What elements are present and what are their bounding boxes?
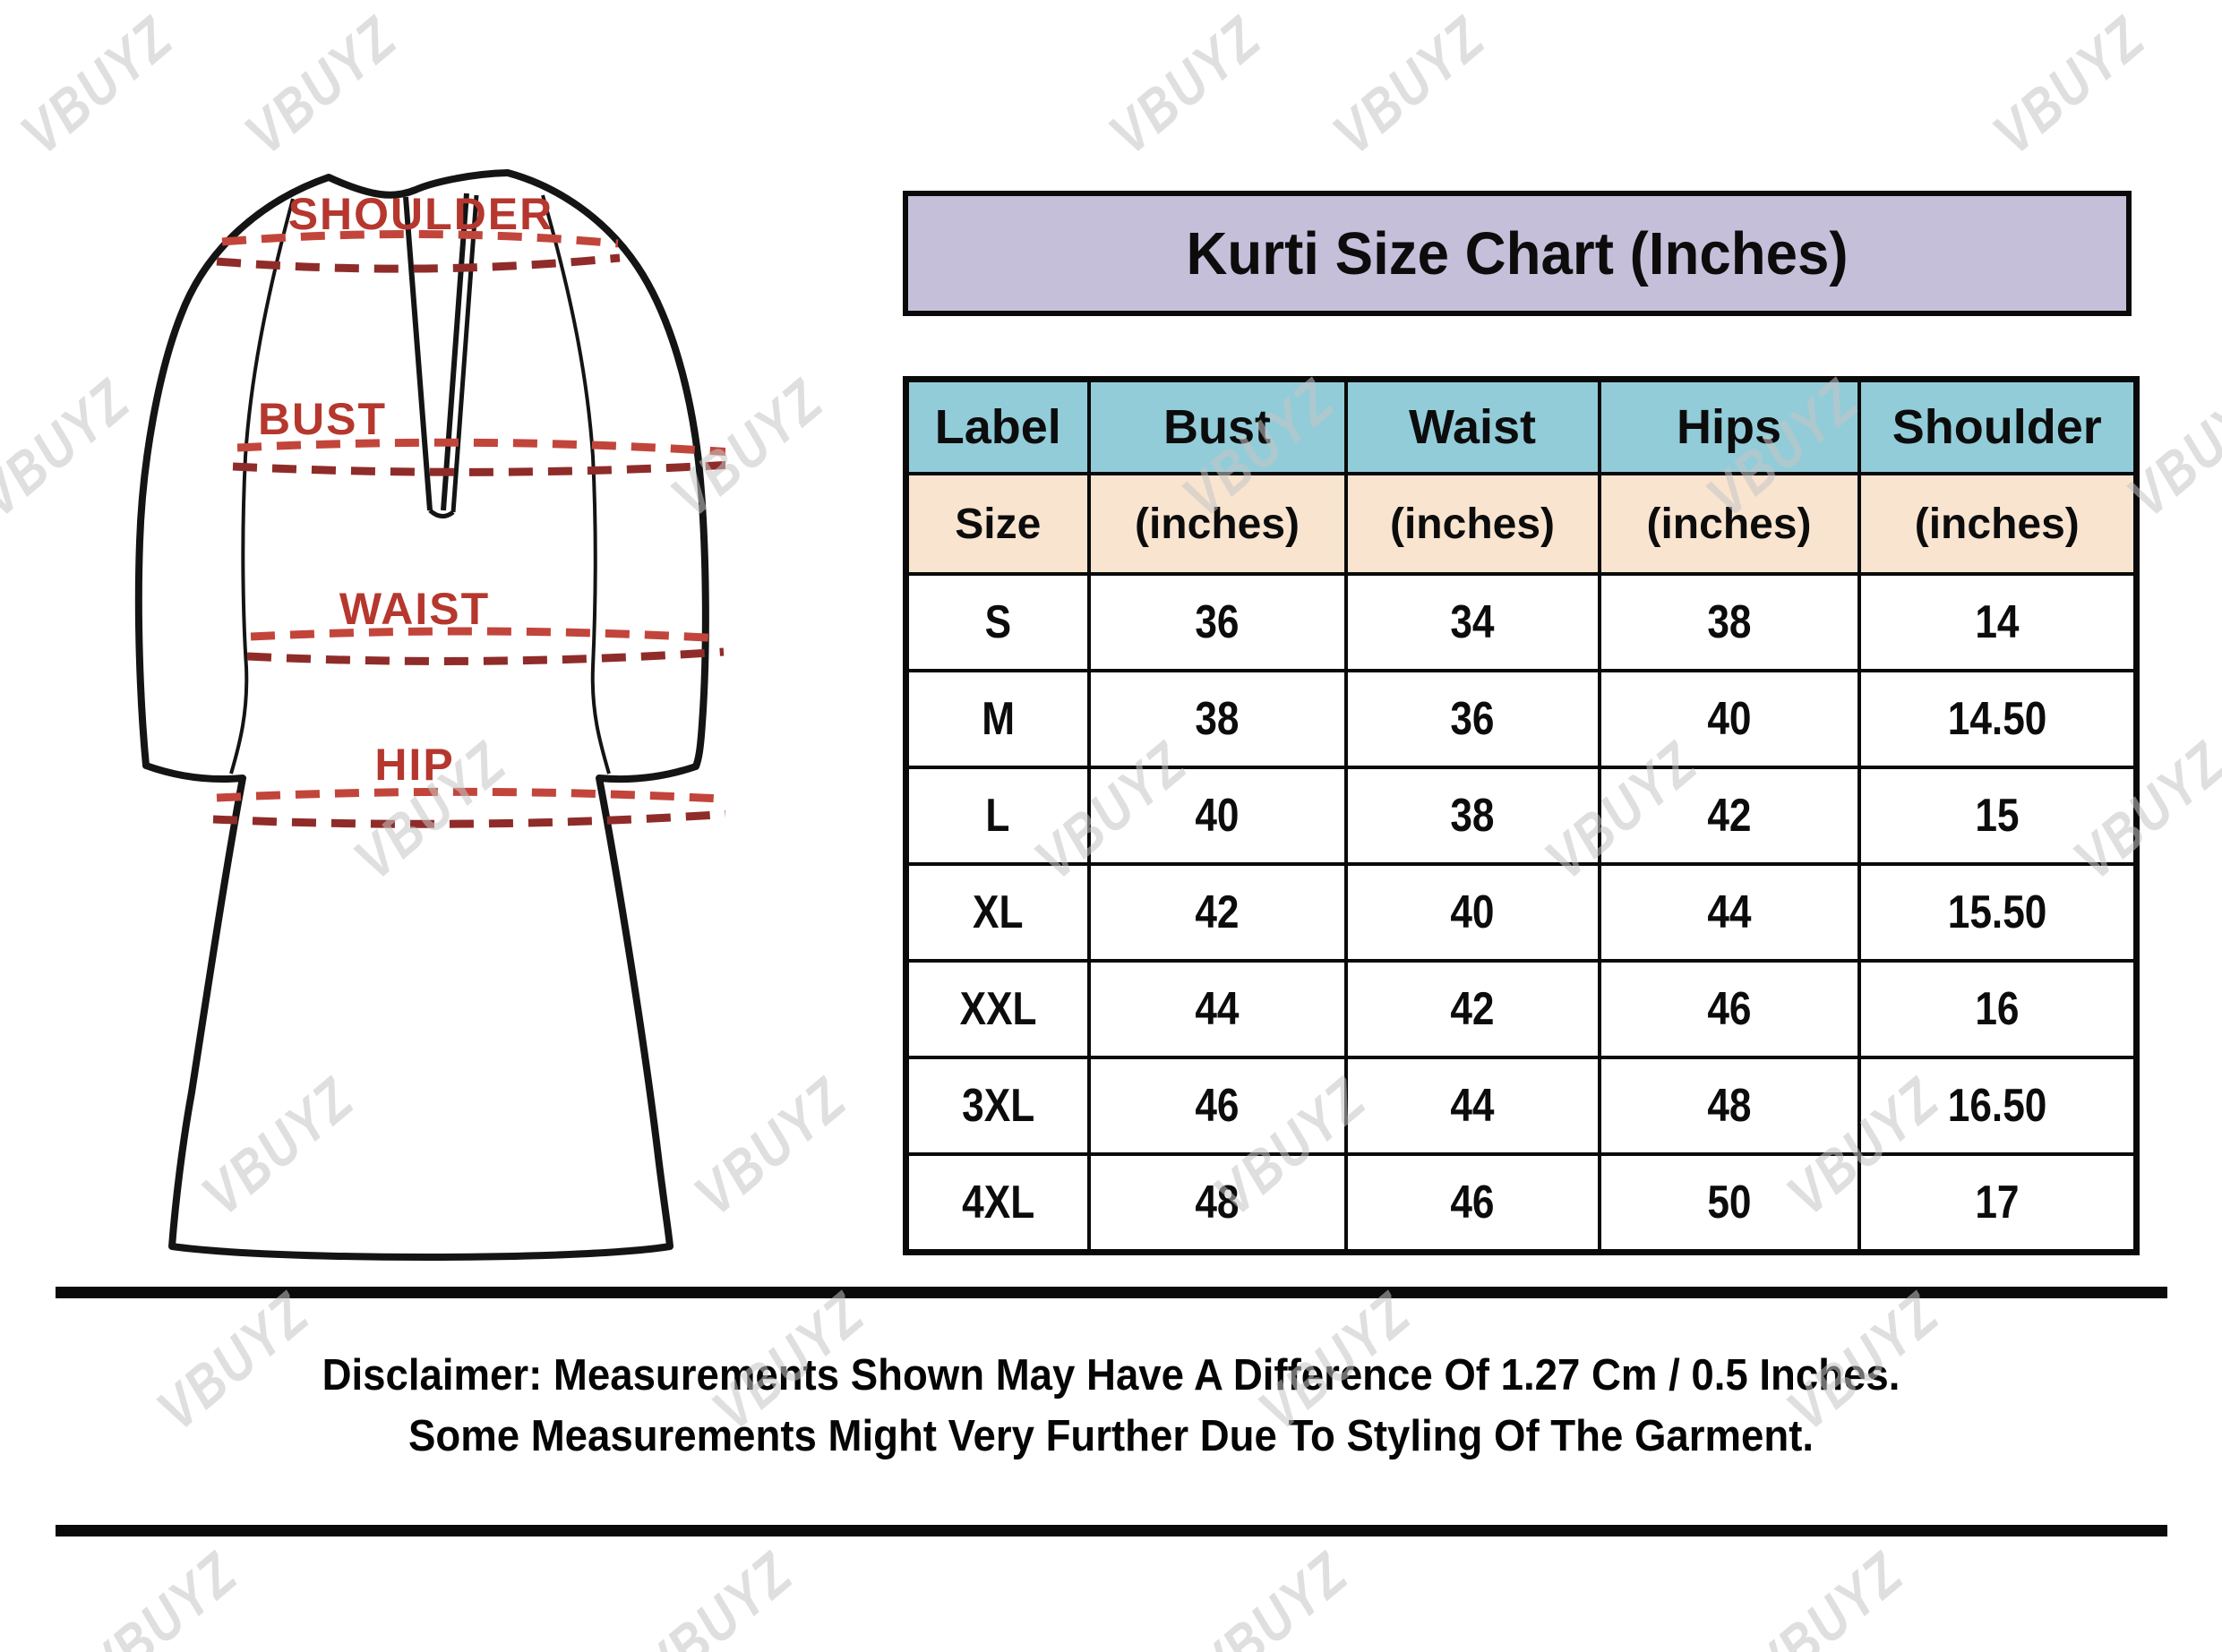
table-cell: (inches) (1857, 472, 2139, 576)
table-row: XXL 44 42 46 16 (904, 959, 2139, 1059)
disclaimer-line-2: Some Measurements Might Very Further Due… (408, 1412, 1814, 1460)
table-cell: 34 (1343, 572, 1601, 672)
table-cell: Size (904, 472, 1091, 576)
neck-placket-line (450, 194, 479, 513)
divider-bar-top (56, 1287, 2167, 1298)
watermark-text: VBUYZ (8, 3, 185, 167)
table-cell: 44 (1343, 1056, 1601, 1156)
table-cell: M (904, 669, 1091, 769)
table-cell: (inches) (1086, 472, 1348, 576)
table-cell: 40 (1343, 862, 1601, 963)
table-row: 3XL 46 44 48 16.50 (904, 1056, 2139, 1156)
table-header-row: Label Bust Waist Hips Shoulder (904, 377, 2139, 475)
table-cell: 36 (1086, 572, 1348, 672)
table-cell: Hips (1597, 377, 1861, 475)
table-cell: Label (904, 377, 1091, 475)
watermark-text: VBUYZ (1096, 3, 1274, 167)
table-cell: 14.50 (1857, 669, 2139, 769)
table-cell: 44 (1597, 862, 1861, 963)
hip-dash-line2 (212, 809, 725, 828)
table-cell: 40 (1597, 669, 1861, 769)
watermark-text: VBUYZ (1738, 1538, 1916, 1652)
table-cell: 46 (1343, 1152, 1601, 1254)
table-row: 4XL 48 46 50 17 (904, 1152, 2139, 1254)
table-row: XL 42 40 44 15.50 (904, 862, 2139, 963)
watermark-text: VBUYZ (628, 1538, 805, 1652)
table-cell: 40 (1086, 766, 1348, 866)
neck-slit-right (441, 193, 469, 511)
divider-bar-bottom (56, 1525, 2167, 1536)
table-cell: 48 (1597, 1056, 1861, 1156)
shoulder-dash-line2 (216, 253, 621, 273)
table-cell: (inches) (1597, 472, 1861, 576)
waist-label: WAIST (339, 584, 490, 634)
table-cell: 16.50 (1857, 1056, 2139, 1156)
shoulder-dash-line (221, 229, 619, 248)
disclaimer-line-1: Disclaimer: Measurements Shown May Have … (322, 1351, 1900, 1399)
table-cell: Waist (1343, 377, 1601, 475)
watermark-text: VBUYZ (73, 1538, 250, 1652)
table-row: S 36 34 38 14 (904, 572, 2139, 672)
table-cell: XL (904, 862, 1091, 963)
table-cell: 15 (1857, 766, 2139, 866)
table-cell: 14 (1857, 572, 2139, 672)
watermark-text: VBUYZ (1320, 3, 1497, 167)
table-cell: 15.50 (1857, 862, 2139, 963)
table-cell: Shoulder (1857, 377, 2139, 475)
table-cell: 46 (1597, 959, 1861, 1059)
hip-label: HIP (374, 740, 454, 790)
table-cell: 48 (1086, 1152, 1348, 1254)
waist-dash-line2 (246, 647, 725, 665)
table-cell: 42 (1597, 766, 1861, 866)
kurti-diagram: SHOULDER BUST WAIST HIP (134, 169, 725, 1261)
neck-slit-left (403, 196, 433, 511)
table-row: M 38 36 40 14.50 (904, 669, 2139, 769)
table-cell: Bust (1086, 377, 1348, 475)
disclaimer: Disclaimer: Measurements Shown May Have … (0, 1345, 2222, 1467)
table-cell: 38 (1343, 766, 1601, 866)
bust-label: BUST (258, 394, 387, 444)
chart-title-box: Kurti Size Chart (Inches) (903, 191, 2132, 316)
page-title: Kurti Size Chart (Inches) (1186, 219, 1849, 287)
right-seam-line (541, 194, 611, 775)
bust-dash-line2 (232, 460, 725, 476)
neck-slit-bottom (428, 509, 455, 518)
waist-dash-line (250, 627, 723, 643)
table-cell: L (904, 766, 1091, 866)
table-cell: 42 (1343, 959, 1601, 1059)
table-cell: 16 (1857, 959, 2139, 1059)
left-seam-line (229, 198, 295, 775)
shoulder-label: SHOULDER (288, 189, 554, 239)
table-cell: 38 (1597, 572, 1861, 672)
table-cell: 44 (1086, 959, 1348, 1059)
table-cell: 36 (1343, 669, 1601, 769)
size-chart-table: Label Bust Waist Hips Shoulder Size (inches) (i… (903, 376, 2140, 1255)
table-cell: 38 (1086, 669, 1348, 769)
watermark-text: VBUYZ (232, 3, 409, 167)
table-cell: 4XL (904, 1152, 1091, 1254)
table-row: L 40 38 42 15 (904, 766, 2139, 866)
watermark-text: VBUYZ (1183, 1538, 1360, 1652)
hip-dash-line (216, 787, 725, 803)
table-cell: S (904, 572, 1091, 672)
table-cell: 46 (1086, 1056, 1348, 1156)
table-subheader-row: Size (inches) (inches) (inches) (inches) (904, 472, 2139, 576)
table-cell: XXL (904, 959, 1091, 1059)
table-cell: 42 (1086, 862, 1348, 963)
table-cell: 17 (1857, 1152, 2139, 1254)
table-cell: 3XL (904, 1056, 1091, 1156)
bust-dash-line (236, 438, 725, 457)
watermark-text: VBUYZ (1980, 3, 2158, 167)
table-cell: (inches) (1343, 472, 1601, 576)
table-cell: 50 (1597, 1152, 1861, 1254)
kurti-outline (134, 169, 709, 1261)
